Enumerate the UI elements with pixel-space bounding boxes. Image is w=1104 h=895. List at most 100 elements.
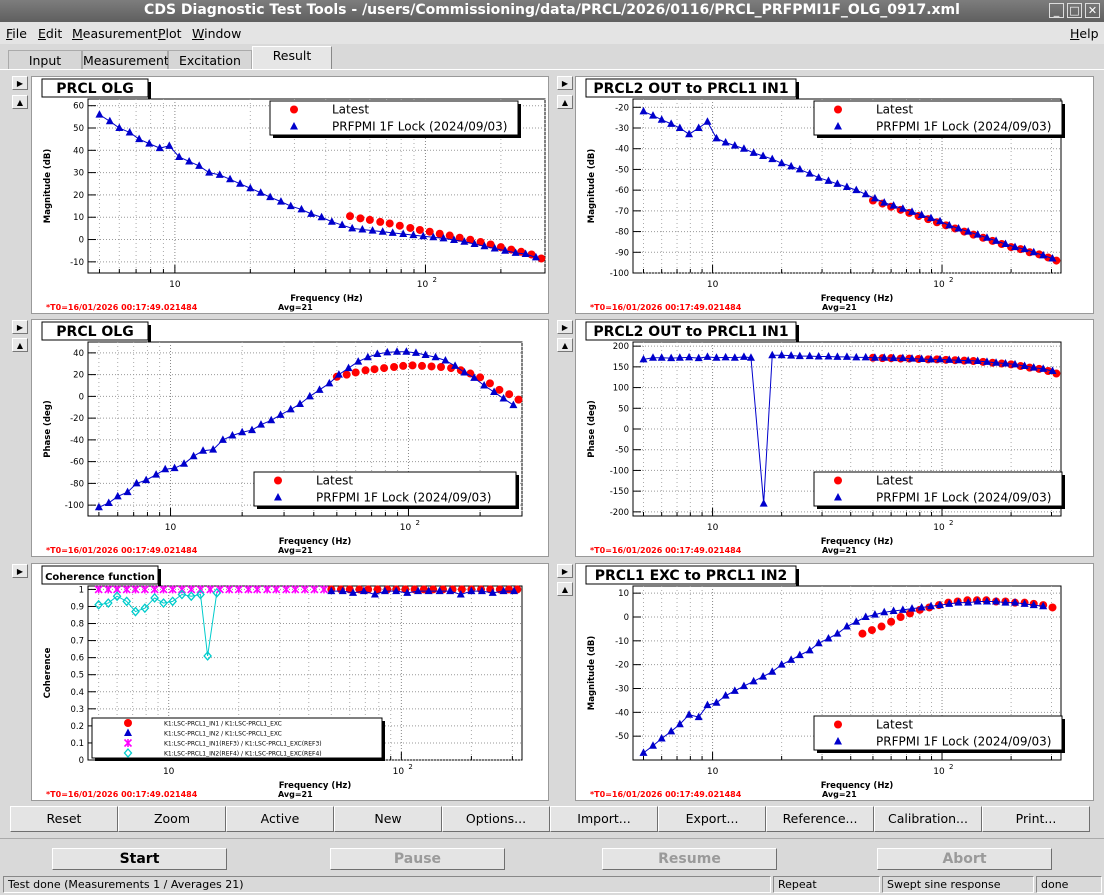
data-point <box>861 189 870 198</box>
data-point <box>877 622 886 631</box>
pad-1-up-button[interactable]: ▲ <box>12 95 28 109</box>
options-button[interactable]: Options... <box>442 806 550 832</box>
data-point <box>490 243 499 252</box>
pad-3-up-button[interactable]: ▲ <box>12 338 28 352</box>
pad-5-options-button[interactable]: ▶ <box>12 564 28 578</box>
export-button[interactable]: Export... <box>658 806 766 832</box>
plot-pad-prcl-olg-magnitude[interactable]: 10 10 2 60 50 40 30 20 10 0 -10 PRCL OLG Frequency (… <box>31 76 549 314</box>
active-button[interactable]: Active <box>226 806 334 832</box>
new-button[interactable]: New <box>334 806 442 832</box>
x-tick-label: 10 2 <box>933 276 953 290</box>
plot-title-shadow <box>158 569 161 586</box>
plot-pad-coherence[interactable]: 10 10 2 1 0.9 0.8 0.7 0.6 0.5 0.4 0.3 0.2 0.1 0 Cohere… <box>31 563 549 801</box>
pad-2-up-button[interactable]: ▲ <box>557 95 573 109</box>
data-point <box>327 217 336 225</box>
data-point <box>749 676 758 685</box>
pad-6-up-button[interactable]: ▲ <box>557 582 573 596</box>
reset-button[interactable]: Reset <box>10 806 118 832</box>
y-tick-label: -50 <box>615 165 629 175</box>
x-axis-label: Frequency (Hz) <box>279 781 352 791</box>
y-tick-label: 1 <box>79 585 84 595</box>
tab-input[interactable]: Input <box>8 50 82 70</box>
y-tick-label: 200 <box>613 342 629 352</box>
calibration-button[interactable]: Calibration... <box>874 806 982 832</box>
data-point <box>639 748 648 756</box>
plot-button-row: Reset Zoom Active New Options... Import.… <box>10 806 1090 832</box>
data-point <box>226 174 235 183</box>
data-point <box>852 352 861 361</box>
data-point <box>132 478 141 487</box>
tab-result[interactable]: Result <box>252 46 332 70</box>
pad-6-options-button[interactable]: ▶ <box>557 564 573 578</box>
plot-pad-prcl2-out-magnitude[interactable]: 10 10 2 -20 -30 -40 -50 -60 -70 -80 -90 -100 PRCL2 O… <box>575 76 1094 314</box>
data-point <box>286 404 295 413</box>
pad-1-options-button[interactable]: ▶ <box>12 76 28 90</box>
tab-measurement[interactable]: Measurement <box>82 50 169 70</box>
pad-3-options-button[interactable]: ▶ <box>12 320 28 334</box>
data-point <box>648 111 657 119</box>
resume-button[interactable]: Resume <box>602 848 777 870</box>
plot-pad-prcl1-exc-magnitude[interactable]: 10 10 2 10 0 -10 -20 -30 -40 -50 PRCL1 EXC to PRCL… <box>575 563 1094 801</box>
pause-button[interactable]: Pause <box>330 848 505 870</box>
data-point <box>354 357 363 365</box>
data-point <box>365 215 374 224</box>
maximize-button[interactable]: □ <box>1067 3 1082 18</box>
data-point <box>834 737 842 745</box>
zoom-button[interactable]: Zoom <box>118 806 226 832</box>
data-point <box>746 353 755 361</box>
x-axis-label: Frequency (Hz) <box>821 781 894 791</box>
pad-4-up-button[interactable]: ▲ <box>557 338 573 352</box>
import-button[interactable]: Import... <box>550 806 658 832</box>
data-point <box>499 586 508 595</box>
reference-button[interactable]: Reference... <box>766 806 874 832</box>
data-point <box>833 179 842 187</box>
data-point <box>1029 363 1038 371</box>
data-point <box>266 192 275 201</box>
data-point <box>1048 603 1057 612</box>
pad-2-options-button[interactable]: ▶ <box>557 76 573 90</box>
data-point <box>338 586 347 595</box>
data-point <box>795 650 804 659</box>
legend: Latest PRFPMI 1F Lock (2024/09/03) <box>253 471 519 509</box>
pad-4-options-button[interactable]: ▶ <box>557 320 573 334</box>
data-point <box>795 351 804 360</box>
menu-window[interactable]: Window <box>192 26 242 41</box>
data-point <box>936 354 945 363</box>
data-point <box>177 589 187 600</box>
y-axis-label: Phase (deg) <box>587 400 597 458</box>
status-mode: Repeat <box>773 876 880 893</box>
data-point <box>406 223 415 232</box>
data-point <box>667 353 676 362</box>
plot-title: PRCL OLG <box>56 324 133 340</box>
menu-plot[interactable]: Plot <box>158 26 182 41</box>
tab-bar: Input Measurement Excitation Result <box>0 46 1104 70</box>
minimize-button[interactable]: _ <box>1049 3 1064 18</box>
tab-excitation[interactable]: Excitation <box>168 50 252 70</box>
y-tick-label: -40 <box>70 436 84 446</box>
title-bar: CDS Diagnostic Test Tools - /users/Commi… <box>0 0 1104 22</box>
y-tick-label: -90 <box>615 248 629 258</box>
data-point <box>393 347 402 355</box>
menu-measurement[interactable]: Measurement <box>72 26 158 41</box>
plot-pad-prcl2-out-phase[interactable]: 10 10 2 200 150 100 50 0 -50 -100 -150 -200 PRCL2 OU… <box>575 319 1094 557</box>
plot-title: PRCL2 OUT to PRCL1 IN1 <box>593 324 788 340</box>
data-point <box>429 232 438 241</box>
y-tick-label: -150 <box>610 487 629 497</box>
legend-frame <box>813 471 1063 507</box>
data-point <box>234 585 243 594</box>
start-button[interactable]: Start <box>52 848 227 870</box>
menu-file[interactable]: File <box>6 26 27 41</box>
data-point <box>833 629 842 637</box>
menu-help[interactable]: Help <box>1070 26 1099 41</box>
y-tick-label: -20 <box>615 103 629 113</box>
data-point <box>768 667 777 675</box>
legend-frame <box>813 100 1063 136</box>
print-button[interactable]: Print... <box>982 806 1090 832</box>
menu-edit[interactable]: Edit <box>38 26 63 41</box>
data-point <box>954 355 963 364</box>
avg-count: Avg=21 <box>278 790 313 799</box>
avg-count: Avg=21 <box>278 546 313 555</box>
plot-pad-prcl-olg-phase[interactable]: 10 10 2 40 20 0 -20 -40 -60 -80 -100 PRCL OLG Freque… <box>31 319 549 557</box>
close-button[interactable]: ✕ <box>1085 3 1100 18</box>
abort-button[interactable]: Abort <box>877 848 1052 870</box>
